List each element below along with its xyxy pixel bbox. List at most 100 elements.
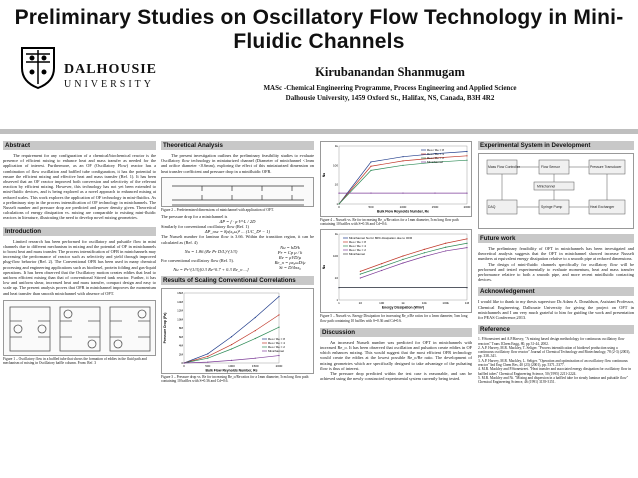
- data-point: [466, 243, 468, 245]
- data-point: [466, 192, 468, 194]
- data-point: [254, 330, 256, 332]
- y-tick-label: 10: [335, 276, 339, 280]
- data-point: [359, 273, 361, 276]
- data-point: [370, 161, 372, 163]
- results-heading: Results of Scaling Conventional Correlat…: [161, 276, 314, 286]
- legend-entry: Reo / Re = 2: [427, 156, 444, 160]
- data-point: [434, 161, 436, 163]
- data-point: [402, 164, 404, 166]
- legend-entry: Minichannel Nu for 80% dissipation due t…: [349, 236, 413, 240]
- data-point: [207, 355, 209, 358]
- y-tick-label: 1: [336, 298, 338, 302]
- equation-nusselt-oscillatory: Nu = Pr^(1/3)[0.3 Re^0.7 + 0.3 Re_o ...]: [173, 267, 249, 273]
- equation-reo-definition: Re_o = ρx₀ωD/μ: [274, 259, 306, 265]
- data-point: [445, 250, 447, 252]
- baffle-diagram: [9, 306, 151, 352]
- figure-2-caption: Figure 2 – Predetermined dimensions of m…: [161, 207, 274, 212]
- data-point: [434, 153, 436, 155]
- logo-subname: UNIVERSITY: [64, 79, 154, 90]
- y-tick-label: 0: [181, 361, 183, 365]
- pressure-drop-chart: 0 500 1000 1500 200002M4M6M8M10M12M14M16MBul…: [163, 291, 285, 373]
- data-point: [402, 156, 404, 158]
- data-point: [423, 249, 425, 251]
- y-tick-label: 1k: [335, 232, 339, 236]
- x-tick-label: 100: [379, 301, 384, 305]
- legend-entry: Reo / Re = 8: [268, 337, 285, 341]
- x-tick-label: 1500: [252, 364, 259, 368]
- data-point: [423, 256, 425, 258]
- abstract-heading: Abstract: [3, 141, 156, 150]
- crest-icon: [21, 47, 55, 90]
- affiliation-line-2: Dalhousie University, 1459 Oxford St., H…: [285, 94, 495, 102]
- theory-text: The present investigation outlines the p…: [161, 153, 314, 174]
- reference-item: 3. A.P. Harvey, M.R. Mackley, L. Seliger…: [478, 358, 628, 368]
- data-point: [445, 243, 447, 245]
- data-point: [359, 271, 361, 273]
- column-4: Experimental System in Development Mass …: [478, 141, 634, 385]
- equation-pr-definition: Pr = Cp μ / k: [277, 249, 303, 255]
- plot-area: [338, 234, 468, 301]
- series-line: [360, 243, 468, 275]
- equation-nu-definition: Nu = hD/k: [280, 244, 300, 250]
- data-point: [370, 169, 372, 171]
- future-work-text-2: The design of mini-fluidic channels spec…: [478, 261, 634, 283]
- equation-oscillatory-pressure: ΔP_osc = 8ρ(x₀ω)² ... (1/C_D² − 1): [204, 229, 271, 235]
- plot-area: [183, 292, 280, 364]
- affiliation-line-1: MASc -Chemical Engineering Programme, Pr…: [263, 84, 517, 92]
- reference-list: 1. P.Stonestreet and A.P.Harvey, "A mixi…: [478, 337, 634, 384]
- acknowledgement-heading: Acknowledgement: [478, 287, 634, 297]
- legend-entry: Minichannel: [349, 252, 365, 256]
- y-tick-label: 4M: [179, 344, 184, 348]
- x-tick-label: 10k: [422, 301, 427, 305]
- x-tick-label: 0: [183, 364, 185, 368]
- data-point: [230, 348, 233, 350]
- x-tick-label: 1500: [432, 205, 439, 209]
- discussion-text-1: An increased Nusselt number was predicte…: [320, 339, 472, 371]
- setup-schematic: Mass Flow Controller Flow Sensor Pressur…: [486, 159, 626, 215]
- similarity-text: Similarly for conventional oscillatory f…: [161, 224, 249, 230]
- data-point: [183, 362, 185, 364]
- label-pressure-transducer: Pressure Transducer: [590, 165, 622, 169]
- reference-item: 2. A.P. Harvey, M.R. Mackley, T. Seliger…: [478, 345, 631, 359]
- data-point: [230, 344, 233, 346]
- data-point: [402, 160, 404, 162]
- y-tick-label: 10M: [177, 317, 183, 321]
- y-axis-label: Nu: [322, 265, 326, 270]
- data-point: [207, 357, 209, 359]
- y-tick-label: 12M: [177, 309, 183, 313]
- column-3: 0 500 1000 1500 2000 1 10 100 1k Bulk Flow Reynol…: [320, 141, 472, 381]
- data-point: [466, 150, 468, 153]
- figure-1-oscillatory-baffle: [3, 299, 156, 356]
- legend-entry: Reo / Re = 4: [427, 152, 444, 156]
- data-point: [466, 287, 468, 289]
- introduction-heading: Introduction: [3, 226, 156, 236]
- equation-st-definition: St = D/4πx₀: [279, 264, 301, 270]
- dimensionless-groups: Nu = hD/k Pr = Cp μ / k Re = ρVD/μ Re_o …: [266, 245, 314, 272]
- y-axis-label: Nu: [322, 173, 326, 178]
- future-work-text-1: The preliminary feasibility of OFT in mi…: [478, 246, 634, 262]
- nusselt-vs-re-chart: 0 500 1000 1500 2000 1 10 100 1k Bulk Flow Reynol…: [322, 144, 471, 214]
- data-point: [359, 277, 361, 280]
- data-point: [278, 295, 280, 298]
- future-work-heading: Future work: [478, 234, 634, 243]
- y-tick-label: 8M: [179, 326, 184, 330]
- data-point: [381, 270, 383, 272]
- introduction-text: Limited research has been performed for …: [3, 238, 156, 296]
- data-point: [230, 336, 233, 338]
- discussion-text-2: The pressure drop predicted within the t…: [320, 371, 472, 382]
- experimental-setup-diagram: Mass Flow Controller Flow Sensor Pressur…: [478, 153, 634, 229]
- x-tick-label: 0: [338, 205, 340, 209]
- x-tick-label: 1000: [228, 364, 235, 368]
- data-point: [207, 353, 209, 355]
- data-point: [370, 192, 372, 194]
- data-point: [445, 247, 447, 249]
- data-point: [466, 247, 468, 249]
- y-tick-label: 6M: [179, 335, 184, 339]
- label-daq: DAQ: [488, 205, 496, 209]
- figure-1-caption: Figure 1 – Oscillatory flow in a baffled…: [3, 356, 147, 366]
- nusselt-text: The Nusselt number for laminar flow is 3…: [161, 234, 314, 245]
- abstract-text: The requirement for any configuration of…: [3, 153, 156, 221]
- acknowledgement-text: I would like to thank to my thesis super…: [478, 299, 634, 321]
- poster-title: Preliminary Studies on Oscillatory Flow …: [14, 6, 624, 53]
